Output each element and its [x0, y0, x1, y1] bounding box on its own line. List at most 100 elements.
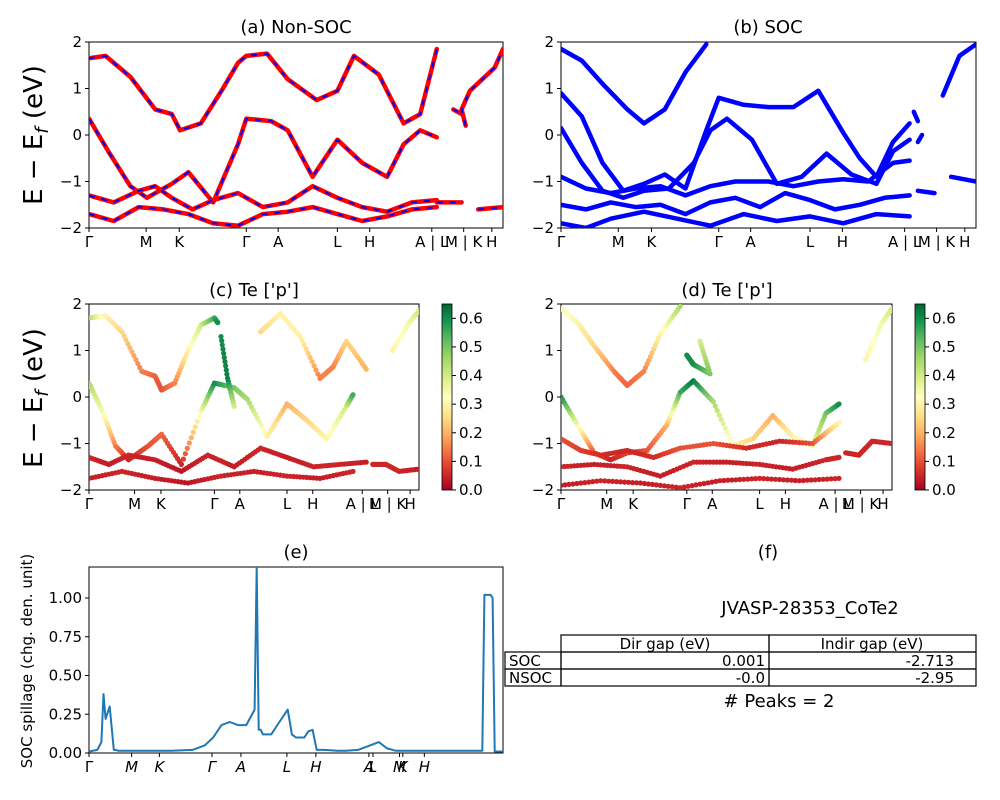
x-tick-label: H — [837, 233, 848, 251]
panel-a-title: (a) Non-SOC — [240, 17, 351, 38]
table-header-indir-gap: Indir gap (eV) — [821, 635, 924, 653]
projection-point — [570, 481, 576, 487]
spillage-line — [89, 567, 503, 753]
x-tick-label: L — [283, 758, 291, 776]
colorbar-tick-label: 0.0 — [459, 481, 483, 499]
projection-point — [788, 477, 795, 483]
x-tick-label: A — [363, 758, 374, 776]
projection-point — [219, 338, 225, 344]
projection-point — [574, 480, 580, 487]
band-line-overlay — [452, 108, 463, 115]
band-line — [561, 209, 912, 228]
colorbar-tick-label: 0.6 — [459, 309, 483, 327]
projection-point — [610, 478, 616, 484]
projection-point — [223, 363, 229, 369]
band-line — [459, 46, 503, 128]
projection-point — [716, 412, 722, 418]
x-tick-label: M — [612, 233, 625, 251]
panel-a-nonsoc-bands: (a) Non-SOC E − Ef (eV) 210−1−2Γ M K Γ A L H A … — [19, 17, 504, 251]
x-tick-label: M — [125, 758, 138, 776]
projection-point — [606, 478, 612, 484]
projection-point — [709, 479, 715, 485]
band-line-overlay — [89, 185, 437, 213]
projection-point — [816, 476, 822, 483]
projection-point — [796, 478, 802, 484]
projection-point — [629, 480, 636, 486]
projection-point — [669, 484, 675, 490]
projection-point — [416, 466, 419, 472]
band-line — [940, 42, 976, 98]
y-tick-label: 1 — [72, 80, 82, 98]
table-cell — [768, 668, 977, 687]
x-tick-label: M | K — [445, 233, 484, 251]
projection-point — [614, 479, 620, 485]
projection-point — [749, 476, 755, 482]
projection-point — [633, 480, 640, 486]
x-tick-label: H — [404, 495, 415, 513]
colorbar-tick-label: 0.4 — [459, 367, 483, 385]
projection-point — [729, 477, 735, 483]
projection-point — [836, 401, 842, 407]
projection-point — [832, 476, 838, 482]
projection-point — [363, 459, 369, 465]
band-lines — [561, 42, 976, 228]
projection-point — [637, 480, 644, 486]
y-tick-label: 2 — [544, 33, 554, 51]
projection-point — [231, 403, 237, 409]
y-tick-label: 0 — [72, 388, 82, 406]
table-header-dir-gap: Dir gap (eV) — [620, 635, 711, 653]
colorbar-tick-label: 0.0 — [932, 481, 956, 499]
projection-point — [721, 477, 727, 484]
projection-point — [764, 476, 771, 482]
panel-d-projected-bands: (d) Te ['p'] 210−1−2Γ M K Γ A L H A | LM | KH 0… — [532, 280, 956, 513]
projection-point — [812, 477, 818, 483]
x-tick-label: A | L — [346, 495, 380, 513]
projection-point — [184, 445, 190, 451]
projection-point — [714, 407, 720, 414]
x-tick-label: A — [235, 758, 246, 776]
panel-c-projected-bands: (c) Te ['p'] E − Ef (eV) 210−1−2Γ M K Γ A L H A… — [19, 280, 483, 513]
projected-points — [89, 308, 419, 486]
projection-point — [677, 304, 683, 309]
x-tick-label: L — [806, 233, 815, 251]
projection-point — [416, 308, 419, 314]
colorbar-tick-label: 0.5 — [932, 338, 956, 356]
x-tick-label: Γ — [85, 758, 94, 776]
projection-point — [804, 477, 810, 483]
projection-point — [311, 363, 317, 369]
projection-point — [297, 334, 303, 340]
panel-e-plot: 1.000.750.500.250.00Γ M K Γ A L H AL MK H — [49, 566, 504, 776]
projection-point — [123, 337, 129, 343]
projection-point — [836, 454, 842, 460]
table-row-label-soc: SOC — [509, 652, 541, 670]
x-tick-label: A — [273, 233, 284, 251]
y-tick-label: −2 — [60, 481, 82, 499]
x-tick-label: H — [364, 233, 375, 251]
projection-point — [178, 461, 184, 467]
panel-c-plot: 210−1−2Γ M K Γ A L H A | LM | KH — [60, 295, 420, 513]
x-tick-label: Γ — [557, 495, 566, 513]
projection-point — [194, 419, 200, 425]
panel-c-colorbar: 0.6 0.5 0.4 0.3 0.2 0.1 0.0 — [441, 303, 483, 499]
projection-point — [309, 359, 315, 365]
panel-b-title: (b) SOC — [733, 17, 802, 38]
projection-point — [135, 360, 141, 367]
band-line — [915, 132, 925, 145]
table-row-label-nsoc: NSOC — [509, 669, 552, 687]
x-tick-label: A | L — [818, 495, 852, 513]
projection-point — [218, 334, 224, 340]
projection-point — [725, 477, 731, 483]
projection-point — [649, 481, 656, 487]
y-tick-label: 0.50 — [49, 667, 82, 685]
projection-point — [800, 477, 806, 484]
projection-point — [673, 484, 679, 490]
y-tick-label: −2 — [60, 219, 82, 237]
projection-point — [196, 413, 202, 419]
projection-point — [753, 476, 759, 482]
colorbar-tick-label: 0.3 — [932, 395, 956, 413]
x-tick-label: A — [746, 233, 757, 251]
projection-point — [313, 367, 319, 373]
projection-point — [772, 476, 779, 482]
projection-point — [131, 353, 137, 359]
